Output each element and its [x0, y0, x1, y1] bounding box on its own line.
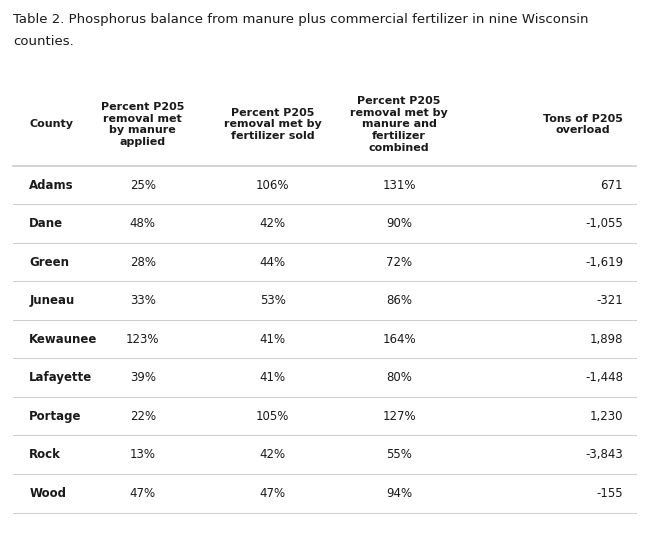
- Text: 39%: 39%: [130, 371, 156, 384]
- Text: Table 2. Phosphorus balance from manure plus commercial fertilizer in nine Wisco: Table 2. Phosphorus balance from manure …: [13, 13, 589, 26]
- Text: 164%: 164%: [382, 333, 416, 346]
- Text: 41%: 41%: [260, 371, 286, 384]
- Text: 86%: 86%: [386, 294, 412, 307]
- Text: 72%: 72%: [386, 256, 412, 269]
- Text: 1,898: 1,898: [589, 333, 623, 346]
- Text: Dane: Dane: [29, 217, 64, 230]
- Text: Lafayette: Lafayette: [29, 371, 92, 384]
- Text: -155: -155: [596, 487, 623, 500]
- Text: 127%: 127%: [382, 410, 416, 423]
- Text: Adams: Adams: [29, 179, 74, 192]
- Text: 47%: 47%: [260, 487, 286, 500]
- Text: 25%: 25%: [130, 179, 156, 192]
- Text: -3,843: -3,843: [585, 448, 623, 461]
- Text: 33%: 33%: [130, 294, 156, 307]
- Text: Rock: Rock: [29, 448, 61, 461]
- Text: -1,448: -1,448: [585, 371, 623, 384]
- Text: 55%: 55%: [386, 448, 412, 461]
- Text: 106%: 106%: [256, 179, 289, 192]
- Text: 671: 671: [600, 179, 623, 192]
- Text: Tons of P205
overload: Tons of P205 overload: [543, 113, 623, 135]
- Text: counties.: counties.: [13, 35, 74, 48]
- Text: Percent P205
removal met
by manure
applied: Percent P205 removal met by manure appli…: [101, 102, 184, 147]
- Text: 131%: 131%: [382, 179, 416, 192]
- Text: 1,230: 1,230: [589, 410, 623, 423]
- Text: 48%: 48%: [130, 217, 156, 230]
- Text: 22%: 22%: [130, 410, 156, 423]
- Text: 13%: 13%: [130, 448, 156, 461]
- Text: 53%: 53%: [260, 294, 286, 307]
- Text: 123%: 123%: [126, 333, 160, 346]
- Text: 80%: 80%: [386, 371, 412, 384]
- Text: -321: -321: [596, 294, 623, 307]
- Text: Portage: Portage: [29, 410, 82, 423]
- Text: 42%: 42%: [260, 448, 286, 461]
- Text: Green: Green: [29, 256, 69, 269]
- Text: 94%: 94%: [386, 487, 412, 500]
- Text: 105%: 105%: [256, 410, 289, 423]
- Text: -1,055: -1,055: [585, 217, 623, 230]
- Text: Juneau: Juneau: [29, 294, 75, 307]
- Text: 42%: 42%: [260, 217, 286, 230]
- Text: Kewaunee: Kewaunee: [29, 333, 97, 346]
- Text: 28%: 28%: [130, 256, 156, 269]
- Text: Wood: Wood: [29, 487, 66, 500]
- Text: 90%: 90%: [386, 217, 412, 230]
- Text: 41%: 41%: [260, 333, 286, 346]
- Text: 44%: 44%: [260, 256, 286, 269]
- Text: County: County: [29, 119, 73, 129]
- Text: 47%: 47%: [130, 487, 156, 500]
- Text: Percent P205
removal met by
manure and
fertilizer
combined: Percent P205 removal met by manure and f…: [350, 96, 448, 152]
- Text: Percent P205
removal met by
fertilizer sold: Percent P205 removal met by fertilizer s…: [224, 108, 321, 141]
- Text: -1,619: -1,619: [585, 256, 623, 269]
